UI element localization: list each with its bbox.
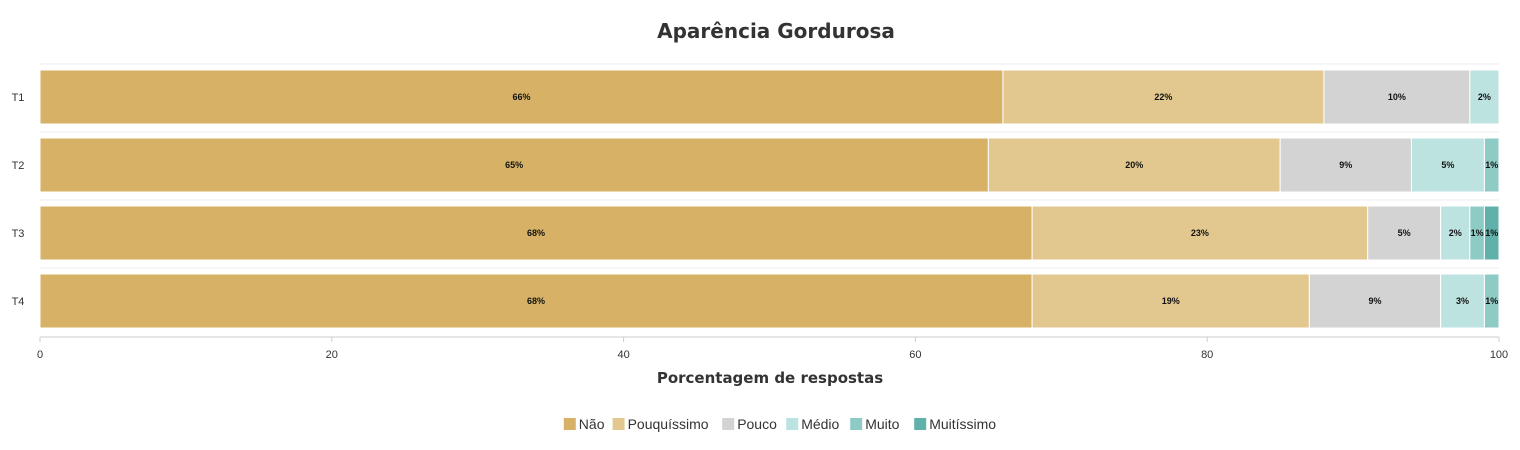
data-label: 5% <box>1441 160 1454 170</box>
data-label: 23% <box>1191 228 1209 238</box>
data-label: 20% <box>1125 160 1143 170</box>
data-label: 9% <box>1339 160 1352 170</box>
bar-segment <box>39 69 1004 125</box>
x-tick-label: 60 <box>909 349 921 361</box>
legend-swatch <box>850 418 863 430</box>
data-label: 1% <box>1485 228 1498 238</box>
data-label: 1% <box>1485 160 1498 170</box>
data-label: 66% <box>512 92 530 102</box>
legend-label: Não <box>579 416 605 432</box>
data-label: 1% <box>1485 296 1498 306</box>
legend: Não Pouquíssimo Pouco Médio Muito Muitíssimo <box>563 416 996 432</box>
category-label-t4: T4 <box>12 296 25 308</box>
data-label: 9% <box>1368 296 1381 306</box>
legend-label: Pouquíssimo <box>628 416 709 432</box>
x-tick-label: 40 <box>617 349 629 361</box>
legend-item[interactable]: Muitíssimo <box>914 416 996 432</box>
data-label: 3% <box>1456 296 1469 306</box>
legend-label: Muito <box>865 416 899 432</box>
bar-segment <box>1002 69 1325 125</box>
category-label-t3: T3 <box>12 228 25 240</box>
category-label-t2: T2 <box>12 160 25 172</box>
legend-item[interactable]: Médio <box>786 416 840 432</box>
bar-segment <box>1367 205 1442 261</box>
bar-segment <box>1440 273 1485 329</box>
bar-segment <box>1308 273 1442 329</box>
legend-swatch <box>722 418 735 430</box>
bar-segment <box>1469 69 1500 125</box>
bar-segment <box>1031 205 1369 261</box>
bar-segment <box>1483 205 1500 261</box>
bar-segment <box>39 137 989 193</box>
bar-segment <box>987 137 1281 193</box>
data-label: 19% <box>1162 296 1180 306</box>
legend-swatch <box>786 418 799 430</box>
data-label: 65% <box>505 160 523 170</box>
x-tick-label: 20 <box>326 349 338 361</box>
bar-segment <box>1483 273 1500 329</box>
x-tick-label: 100 <box>1490 349 1508 361</box>
chart-title: Aparência Gordurosa <box>657 19 895 43</box>
legend-item[interactable]: Não <box>563 416 605 432</box>
bar-segment <box>1323 69 1471 125</box>
legend-item[interactable]: Muito <box>850 416 900 432</box>
x-axis-label: Porcentagem de respostas <box>657 369 883 387</box>
category-label-t1: T1 <box>12 92 25 104</box>
bar-segment <box>39 205 1033 261</box>
data-label: 68% <box>527 228 545 238</box>
data-label: 1% <box>1471 228 1484 238</box>
x-tick-label: 80 <box>1201 349 1213 361</box>
bar-segment <box>1031 273 1310 329</box>
bar-segment <box>39 273 1033 329</box>
data-label: 22% <box>1154 92 1172 102</box>
data-label: 10% <box>1388 92 1406 102</box>
x-tick-label: 0 <box>37 349 43 361</box>
data-label: 2% <box>1478 92 1491 102</box>
legend-swatch <box>914 418 927 430</box>
legend-swatch <box>563 418 576 430</box>
legend-label: Muitíssimo <box>929 416 996 432</box>
bars-group: T1 66% 22% 10% 2% T2 65% 20% 9% 5% 1% T3 68% 23% 5% 2% 1… <box>12 63 1500 329</box>
data-label: 2% <box>1449 228 1462 238</box>
legend-item[interactable]: Pouquíssimo <box>612 416 709 432</box>
data-label: 68% <box>527 296 545 306</box>
legend-swatch <box>612 418 625 430</box>
bar-segment <box>1483 137 1500 193</box>
legend-label: Pouco <box>737 416 777 432</box>
data-label: 5% <box>1398 228 1411 238</box>
legend-label: Médio <box>801 416 839 432</box>
legend-item[interactable]: Pouco <box>722 416 777 432</box>
x-ticks-group: 0 20 40 60 80 100 <box>37 337 1508 361</box>
